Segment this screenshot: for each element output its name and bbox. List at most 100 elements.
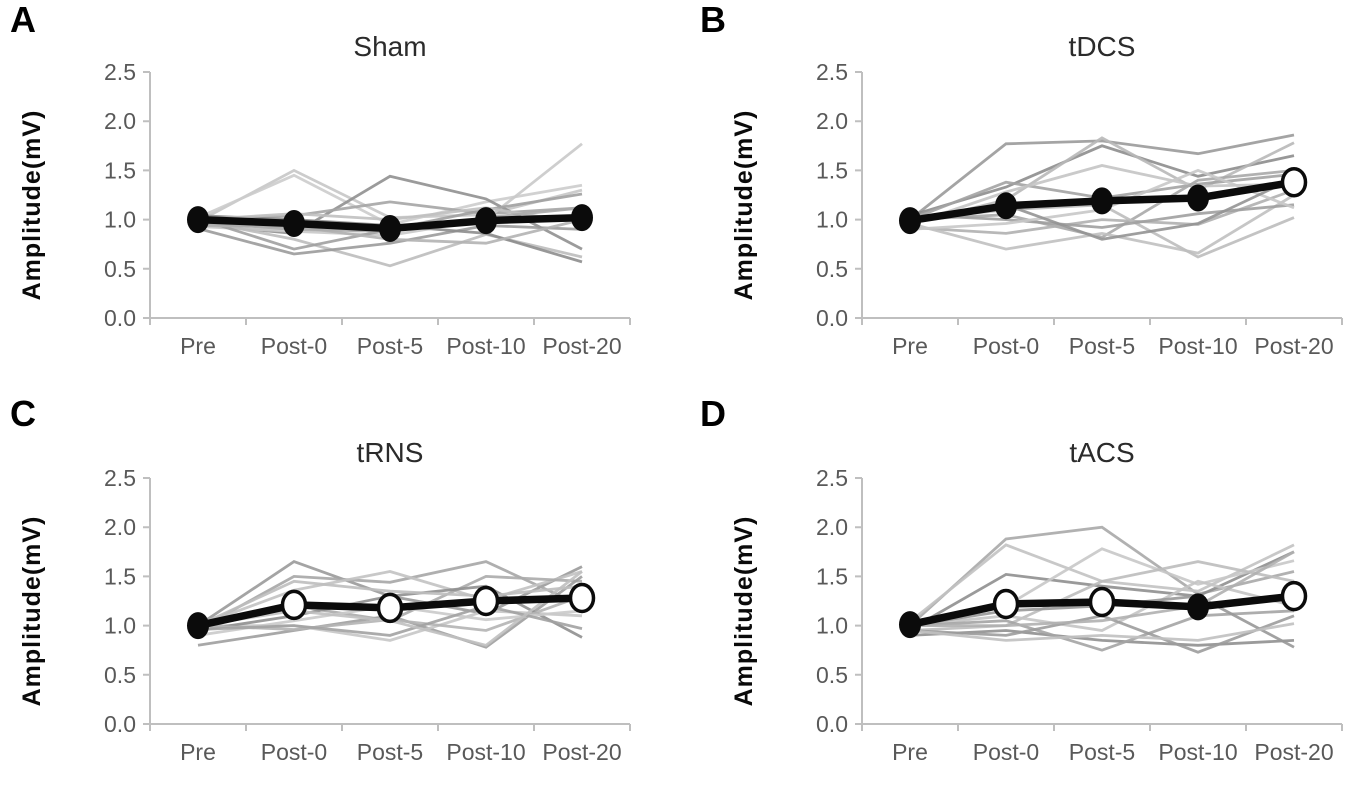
y-tick-label: 0.5 [816,662,848,688]
y-tick-label: 2.0 [816,108,848,134]
x-category-label: Post-5 [1069,333,1135,359]
panel-trns: C tRNS Amplitude(mV) 0.0 0.5 1.0 1.5 2.0 2.5 Pre… [0,394,676,787]
individual-subject-lines [197,142,583,268]
chart-canvas-sham: Sham Amplitude(mV) 0.0 0.5 1.0 1.5 2.0 2.5 Pre Po… [0,10,676,390]
axes [143,71,631,325]
subject-line [909,629,1295,647]
y-tick-label: 1.5 [104,157,136,183]
x-category-label: Post-20 [1254,739,1333,765]
subject-line [909,550,1295,631]
mean-marker-open [376,592,404,624]
mean-marker-open [1280,166,1308,198]
group-mean-line [187,204,593,242]
subject-line [910,550,1295,628]
mean-marker-filled [187,206,209,234]
y-tick-label: 2.0 [104,108,136,134]
mean-marker-filled [379,215,401,242]
mean-marker-open [280,589,308,621]
x-category-label: Post-20 [1254,333,1333,359]
mean-marker-filled [475,207,497,235]
mean-marker-filled [283,210,305,237]
y-tick-label: 2.0 [104,514,136,540]
subject-line [197,579,583,627]
x-category-label: Post-5 [357,739,423,765]
y-tick-label: 1.5 [816,563,848,589]
x-category-label: Post-10 [1158,739,1237,765]
y-tick-label: 0.0 [104,305,136,331]
group-mean-line [187,582,596,640]
x-category-label: Pre [892,333,928,359]
group-mean-line [899,580,1308,639]
chart-title: tACS [1069,437,1134,468]
subject-line [197,570,583,627]
subject-line [197,560,583,631]
x-category-label: Post-20 [542,739,621,765]
x-category-label: Pre [180,333,216,359]
mean-marker-filled [1187,184,1209,212]
mean-marker-filled [995,192,1017,220]
y-axis-label: Amplitude(mV) [730,110,758,301]
mean-marker-open [1280,580,1308,612]
panel-letter-a: A [10,0,36,40]
axes [143,477,631,731]
mean-marker-open [992,588,1020,620]
x-category-label: Post-5 [357,333,423,359]
chart-title: tRNS [357,437,424,468]
x-category-label: Pre [892,739,928,765]
chart-Sham: Sham Amplitude(mV) 0.0 0.5 1.0 1.5 2.0 2.5 Pre Po… [18,31,631,359]
y-axis-label: Amplitude(mV) [18,110,46,301]
x-category-label: Post-20 [542,333,621,359]
mean-marker-filled [571,204,593,232]
y-tick-label: 1.5 [816,157,848,183]
chart-tRNS: tRNS Amplitude(mV) 0.0 0.5 1.0 1.5 2.0 2.5 Pre Po… [18,437,631,765]
x-category-label: Post-0 [261,739,327,765]
panel-tacs: D tACS Amplitude(mV) 0.0 0.5 1.0 1.5 2.0 2.5 Pre… [676,394,1352,787]
chart-title: Sham [353,31,426,62]
y-tick-label: 0.0 [104,711,136,737]
subject-line [909,164,1295,226]
x-category-label: Post-5 [1069,739,1135,765]
subject-line [197,224,583,256]
y-tick-label: 2.5 [816,59,848,85]
y-tick-label: 1.5 [104,563,136,589]
y-tick-label: 1.0 [816,207,848,233]
y-tick-label: 2.5 [104,465,136,491]
subject-line [909,133,1295,221]
y-tick-label: 2.5 [816,465,848,491]
subject-line [197,604,583,637]
y-tick-label: 1.0 [104,207,136,233]
y-tick-label: 2.0 [816,514,848,540]
x-category-label: Pre [180,739,216,765]
mean-marker-open [568,582,596,614]
mean-marker-filled [899,611,921,639]
y-tick-label: 0.5 [104,256,136,282]
panel-tdcs: B tDCS Amplitude(mV) 0.0 0.5 1.0 1.5 2.0 2.5 Pre… [676,0,1352,394]
x-category-label: Post-0 [261,333,327,359]
mean-marker-filled [187,612,209,640]
y-tick-label: 1.0 [104,613,136,639]
group-mean-line [899,166,1308,235]
y-axis-label: Amplitude(mV) [18,516,46,707]
subject-line [909,560,1295,632]
subject-line [909,622,1295,642]
y-tick-label: 0.5 [816,256,848,282]
y-tick-label: 0.0 [816,305,848,331]
chart-tACS: tACS Amplitude(mV) 0.0 0.5 1.0 1.5 2.0 2.5 Pre Po… [730,437,1343,765]
subject-line [909,144,1295,218]
subject-line [909,203,1295,229]
chart-canvas-tacs: tACS Amplitude(mV) 0.0 0.5 1.0 1.5 2.0 2.5 Pre Po… [712,416,1352,787]
y-tick-label: 1.0 [816,613,848,639]
x-category-label: Post-10 [1158,333,1237,359]
chart-tDCS: tDCS Amplitude(mV) 0.0 0.5 1.0 1.5 2.0 2.5 Pre Po… [730,31,1343,359]
subject-line [909,193,1295,255]
mean-marker-filled [1091,187,1113,215]
x-category-label: Post-10 [446,739,525,765]
panel-letter-d: D [700,394,726,434]
y-tick-label: 2.5 [104,59,136,85]
mean-marker-open [472,585,500,617]
panel-letter-b: B [700,0,726,40]
subject-line [909,169,1295,239]
mean-marker-open [1088,586,1116,618]
mean-marker-filled [899,207,921,235]
